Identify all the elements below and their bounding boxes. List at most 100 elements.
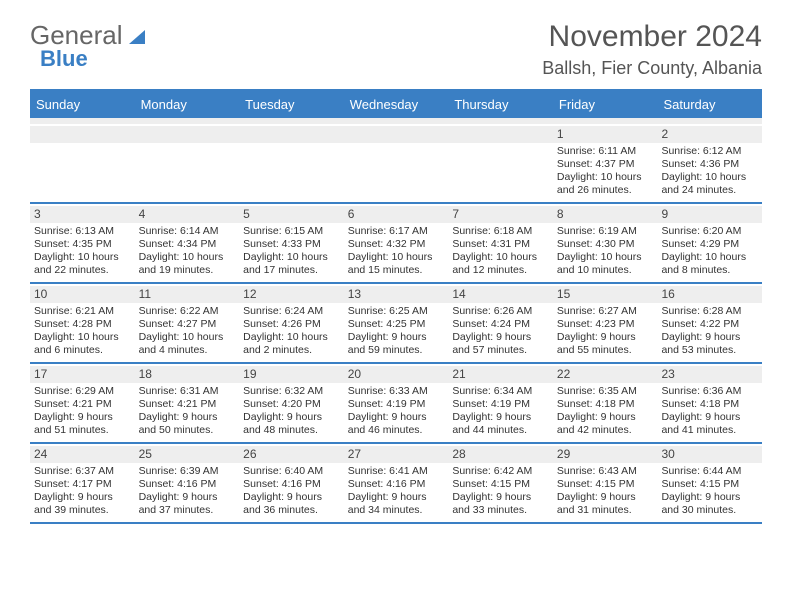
- day-cell: 11Sunrise: 6:22 AMSunset: 4:27 PMDayligh…: [135, 284, 240, 362]
- day-number: 17: [30, 366, 135, 383]
- day-info-line: Daylight: 10 hours and 17 minutes.: [243, 251, 340, 277]
- day-number: 9: [657, 206, 762, 223]
- dayheader-mon: Monday: [135, 91, 240, 118]
- day-info-line: Sunset: 4:15 PM: [452, 478, 549, 491]
- day-info-line: Sunset: 4:29 PM: [661, 238, 758, 251]
- day-number: 23: [657, 366, 762, 383]
- day-info-line: Sunset: 4:22 PM: [661, 318, 758, 331]
- day-info-line: Daylight: 10 hours and 24 minutes.: [661, 171, 758, 197]
- day-cell: 25Sunrise: 6:39 AMSunset: 4:16 PMDayligh…: [135, 444, 240, 522]
- day-cell: 10Sunrise: 6:21 AMSunset: 4:28 PMDayligh…: [30, 284, 135, 362]
- day-info-line: Sunrise: 6:17 AM: [348, 225, 445, 238]
- day-info-line: Sunset: 4:25 PM: [348, 318, 445, 331]
- day-info-line: Daylight: 10 hours and 22 minutes.: [34, 251, 131, 277]
- logo-text-2: Blue: [40, 46, 88, 72]
- day-cell: [448, 124, 553, 202]
- day-info-line: Sunrise: 6:40 AM: [243, 465, 340, 478]
- day-cell: 29Sunrise: 6:43 AMSunset: 4:15 PMDayligh…: [553, 444, 658, 522]
- day-info-line: Daylight: 9 hours and 50 minutes.: [139, 411, 236, 437]
- day-number: 5: [239, 206, 344, 223]
- day-number: 19: [239, 366, 344, 383]
- day-cell: 3 Sunrise: 6:13 AMSunset: 4:35 PMDaylight…: [30, 204, 135, 282]
- dayheader-sun: Sunday: [30, 91, 135, 118]
- day-info-line: Sunset: 4:18 PM: [557, 398, 654, 411]
- day-number: 3: [30, 206, 135, 223]
- day-info-line: Sunrise: 6:39 AM: [139, 465, 236, 478]
- day-info-line: Daylight: 9 hours and 51 minutes.: [34, 411, 131, 437]
- day-info-line: Sunrise: 6:18 AM: [452, 225, 549, 238]
- header: General November 2024 Ballsh, Fier Count…: [30, 20, 762, 79]
- day-info-line: Daylight: 10 hours and 15 minutes.: [348, 251, 445, 277]
- day-number: 25: [135, 446, 240, 463]
- day-number: 18: [135, 366, 240, 383]
- day-cell: 12Sunrise: 6:24 AMSunset: 4:26 PMDayligh…: [239, 284, 344, 362]
- day-cell: [344, 124, 449, 202]
- month-title: November 2024: [542, 20, 762, 54]
- day-cell: 14Sunrise: 6:26 AMSunset: 4:24 PMDayligh…: [448, 284, 553, 362]
- day-cell: 7Sunrise: 6:18 AMSunset: 4:31 PMDaylight…: [448, 204, 553, 282]
- day-info-line: Sunset: 4:26 PM: [243, 318, 340, 331]
- day-cell: 1Sunrise: 6:11 AMSunset: 4:37 PMDaylight…: [553, 124, 658, 202]
- day-info-line: Daylight: 9 hours and 57 minutes.: [452, 331, 549, 357]
- day-number: 15: [553, 286, 658, 303]
- day-cell: 20Sunrise: 6:33 AMSunset: 4:19 PMDayligh…: [344, 364, 449, 442]
- day-info-line: Daylight: 9 hours and 42 minutes.: [557, 411, 654, 437]
- day-info-line: Sunset: 4:28 PM: [34, 318, 131, 331]
- day-number: 22: [553, 366, 658, 383]
- day-info-line: Sunset: 4:35 PM: [34, 238, 131, 251]
- day-info-line: Sunrise: 6:11 AM: [557, 145, 654, 158]
- day-cell: 5Sunrise: 6:15 AMSunset: 4:33 PMDaylight…: [239, 204, 344, 282]
- dayheader-thu: Thursday: [448, 91, 553, 118]
- day-number: 10: [30, 286, 135, 303]
- day-cell: 28Sunrise: 6:42 AMSunset: 4:15 PMDayligh…: [448, 444, 553, 522]
- day-cell: 24Sunrise: 6:37 AMSunset: 4:17 PMDayligh…: [30, 444, 135, 522]
- day-info-line: Sunset: 4:21 PM: [34, 398, 131, 411]
- dayheader-sat: Saturday: [657, 91, 762, 118]
- day-info-line: Daylight: 9 hours and 36 minutes.: [243, 491, 340, 517]
- day-number: 21: [448, 366, 553, 383]
- day-cell: 23Sunrise: 6:36 AMSunset: 4:18 PMDayligh…: [657, 364, 762, 442]
- day-info-line: Sunrise: 6:28 AM: [661, 305, 758, 318]
- day-cell: [239, 124, 344, 202]
- day-cell: 13Sunrise: 6:25 AMSunset: 4:25 PMDayligh…: [344, 284, 449, 362]
- day-info-line: Sunset: 4:30 PM: [557, 238, 654, 251]
- day-number: 26: [239, 446, 344, 463]
- day-info-line: Sunset: 4:19 PM: [348, 398, 445, 411]
- day-info-line: Sunset: 4:37 PM: [557, 158, 654, 171]
- day-info-line: Sunrise: 6:24 AM: [243, 305, 340, 318]
- day-info-line: Sunrise: 6:22 AM: [139, 305, 236, 318]
- day-info-line: Sunset: 4:23 PM: [557, 318, 654, 331]
- day-info-line: Sunset: 4:20 PM: [243, 398, 340, 411]
- day-info-line: Sunset: 4:33 PM: [243, 238, 340, 251]
- day-info-line: Daylight: 9 hours and 33 minutes.: [452, 491, 549, 517]
- day-info-line: Sunrise: 6:27 AM: [557, 305, 654, 318]
- day-cell: 8Sunrise: 6:19 AMSunset: 4:30 PMDaylight…: [553, 204, 658, 282]
- day-info-line: Sunrise: 6:34 AM: [452, 385, 549, 398]
- day-info-line: Daylight: 9 hours and 39 minutes.: [34, 491, 131, 517]
- day-info-line: Daylight: 10 hours and 8 minutes.: [661, 251, 758, 277]
- day-info-line: Daylight: 9 hours and 55 minutes.: [557, 331, 654, 357]
- day-info-line: Daylight: 9 hours and 48 minutes.: [243, 411, 340, 437]
- dayheader-wed: Wednesday: [344, 91, 449, 118]
- day-cell: 19Sunrise: 6:32 AMSunset: 4:20 PMDayligh…: [239, 364, 344, 442]
- day-info-line: Sunset: 4:19 PM: [452, 398, 549, 411]
- day-info-line: Daylight: 9 hours and 34 minutes.: [348, 491, 445, 517]
- day-cell: [30, 124, 135, 202]
- day-info-line: Sunset: 4:16 PM: [139, 478, 236, 491]
- dayheader-tue: Tuesday: [239, 91, 344, 118]
- day-number: 27: [344, 446, 449, 463]
- day-info-line: Sunrise: 6:25 AM: [348, 305, 445, 318]
- day-info-line: Daylight: 10 hours and 10 minutes.: [557, 251, 654, 277]
- day-number: 14: [448, 286, 553, 303]
- day-info-line: Sunrise: 6:14 AM: [139, 225, 236, 238]
- day-info-line: Sunrise: 6:13 AM: [34, 225, 131, 238]
- title-block: November 2024 Ballsh, Fier County, Alban…: [542, 20, 762, 79]
- day-info-line: Sunset: 4:24 PM: [452, 318, 549, 331]
- day-number: 7: [448, 206, 553, 223]
- day-cell: 27Sunrise: 6:41 AMSunset: 4:16 PMDayligh…: [344, 444, 449, 522]
- day-cell: 18Sunrise: 6:31 AMSunset: 4:21 PMDayligh…: [135, 364, 240, 442]
- day-info-line: Sunrise: 6:12 AM: [661, 145, 758, 158]
- day-info-line: Sunrise: 6:33 AM: [348, 385, 445, 398]
- week-row: 1Sunrise: 6:11 AMSunset: 4:37 PMDaylight…: [30, 124, 762, 204]
- day-number: 11: [135, 286, 240, 303]
